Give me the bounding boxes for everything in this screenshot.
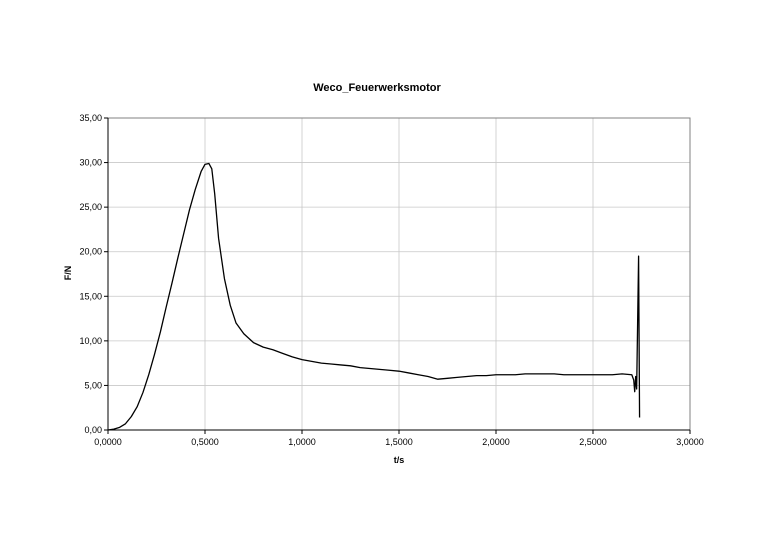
chart-title: Weco_Feuerwerksmotor — [313, 82, 441, 94]
y-tick-label: 20,00 — [79, 247, 102, 257]
y-tick-label: 30,00 — [79, 158, 102, 168]
x-tick-label: 2,5000 — [579, 437, 607, 447]
x-tick-label: 0,5000 — [191, 437, 219, 447]
y-tick-label: 5,00 — [84, 380, 102, 390]
y-axis-label: F/N — [63, 266, 73, 281]
y-tick-label: 0,00 — [84, 425, 102, 435]
x-tick-label: 1,0000 — [288, 437, 316, 447]
y-tick-label: 15,00 — [79, 291, 102, 301]
x-tick-label: 0,0000 — [94, 437, 122, 447]
x-axis-label: t/s — [394, 455, 405, 465]
x-tick-label: 3,0000 — [676, 437, 704, 447]
x-tick-label: 2,0000 — [482, 437, 510, 447]
y-tick-label: 35,00 — [79, 113, 102, 123]
y-tick-label: 10,00 — [79, 336, 102, 346]
x-tick-label: 1,5000 — [385, 437, 413, 447]
y-tick-label: 25,00 — [79, 202, 102, 212]
